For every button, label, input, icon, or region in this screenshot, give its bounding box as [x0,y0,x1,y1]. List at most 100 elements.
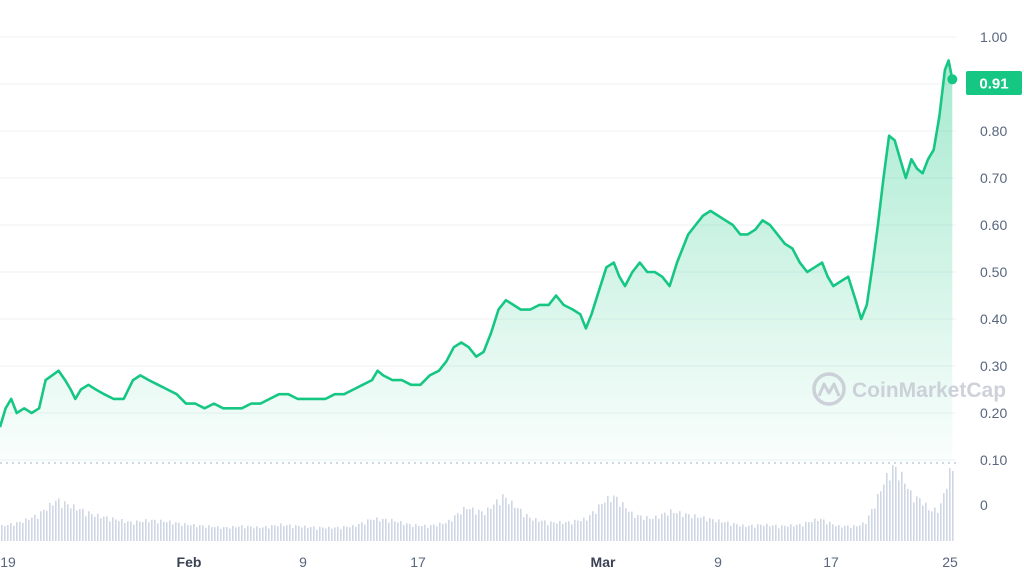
volume-bar [868,515,870,541]
volume-bar [670,509,672,541]
volume-bar [850,528,852,541]
volume-bar [238,526,240,541]
volume-bar [913,502,915,541]
volume-bar [607,495,609,541]
volume-bar [397,522,399,541]
volume-bar [535,518,537,541]
volume-bar [757,524,759,541]
volume-bar [118,521,120,541]
volume-bar [67,504,69,541]
volume-bar [907,488,909,541]
volume-bar [574,519,576,541]
volume-bar [706,521,708,541]
y-tick-label: 1.00 [980,29,1007,45]
volume-bar [772,525,774,541]
volume-bar [901,471,903,541]
volume-bar [445,523,447,541]
x-tick-label: 17 [823,554,839,570]
volume-bar [520,508,522,541]
volume-bar [634,518,636,541]
volume-bar [880,491,882,541]
volume-bar [43,509,45,541]
volume-bar [226,527,228,541]
volume-bar [886,472,888,541]
volume-bar [826,524,828,541]
volume-bar [919,498,921,541]
volume-bar [145,519,147,541]
volume-bar [91,514,93,541]
volume-bar [136,520,138,541]
volume-bar [181,525,183,541]
volume-bar [424,524,426,541]
volume-bar [34,514,36,541]
volume-bar [745,526,747,541]
volume-bar [247,525,249,541]
volume-bar [235,527,237,541]
volume-bar [835,526,837,541]
volume-bar [814,518,816,541]
x-tick-label: Mar [591,554,616,570]
volume-bar [832,524,834,541]
volume-bar [193,524,195,541]
volume-bar [847,525,849,541]
volume-bar [334,527,336,541]
volume-bar [511,500,513,541]
volume-bar [466,509,468,541]
volume-bar [544,520,546,541]
volume-bar [748,525,750,541]
volume-bar [28,519,30,541]
volume-bar [565,522,567,541]
volume-bar [943,493,945,541]
volume-bar [853,525,855,541]
volume-bar [928,510,930,541]
volume-bar [421,526,423,541]
volume-bar [283,525,285,541]
volume-bar [796,524,798,541]
volume-bar [892,465,894,541]
volume-bar [109,521,111,541]
volume-bar [88,511,90,541]
y-tick-label: 0.60 [980,217,1007,233]
volume-bar [58,498,60,541]
volume-bar [265,525,267,541]
volume-bar [550,521,552,541]
volume-bar [190,525,192,541]
volume-bar [808,522,810,541]
volume-bar [484,515,486,541]
volume-bar [673,512,675,541]
volume-bar [619,506,621,541]
volume-bar [817,521,819,541]
volume-bar [910,490,912,541]
volume-bar [775,524,777,541]
volume-bar [925,502,927,541]
volume-bar [124,522,126,541]
volume-bar [754,527,756,541]
volume-bar [499,505,501,541]
volume-bar [400,521,402,541]
volume-bar [460,514,462,541]
volume-bar [388,522,390,541]
price-line [0,59,954,428]
volume-bar [256,526,258,541]
volume-bar [25,518,27,541]
volume-bar [742,524,744,541]
volume-bar [13,525,15,541]
volume-bar [46,510,48,541]
volume-bar [697,517,699,541]
y-tick-label: 0.70 [980,170,1007,186]
volume-bar [133,524,135,541]
volume-bar [778,528,780,541]
volume-bar [364,524,366,541]
volume-bar [223,527,225,541]
volume-bar [922,505,924,541]
volume-bar [241,525,243,541]
volume-bar [148,522,150,541]
volume-bar [232,525,234,541]
volume-bar [481,511,483,541]
x-tick-label: 19 [0,554,16,570]
y-tick-label: 0.80 [980,123,1007,139]
volume-bar [568,521,570,541]
volume-bar [274,525,276,541]
volume-bar [874,508,876,541]
